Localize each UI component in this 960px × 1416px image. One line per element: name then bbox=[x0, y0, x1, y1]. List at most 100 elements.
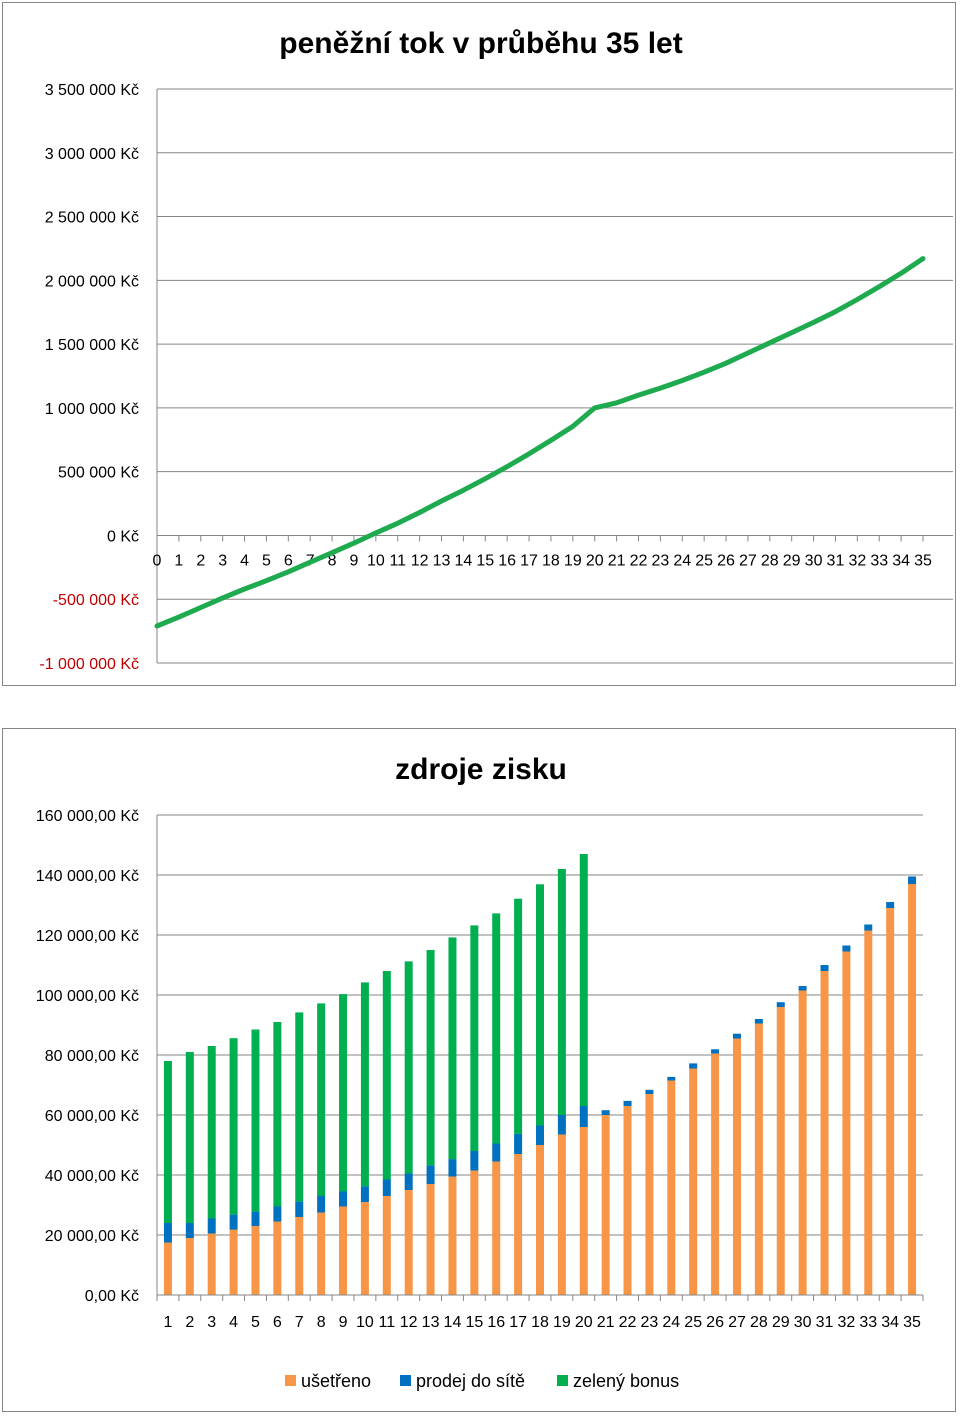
bar-segment bbox=[448, 1176, 457, 1295]
bar-segment bbox=[317, 1196, 326, 1213]
bar-segment bbox=[295, 1201, 304, 1217]
x-tick-label: 31 bbox=[816, 1314, 834, 1331]
x-tick-label: 24 bbox=[673, 552, 691, 569]
y-axis-ticks: 160 000,00 Kč 140 000,00 Kč 120 000,00 Kč 1… bbox=[36, 808, 139, 1305]
x-tick-label: 11 bbox=[389, 552, 406, 569]
x-tick-label: 24 bbox=[662, 1314, 680, 1331]
bar-segment bbox=[185, 1238, 194, 1295]
x-tick-label: 15 bbox=[465, 1314, 483, 1331]
x-tick-label: 18 bbox=[542, 552, 560, 569]
chart-title: peněžní tok v průběhu 35 let bbox=[279, 27, 682, 60]
line-series bbox=[154, 256, 926, 629]
x-tick-label: 32 bbox=[838, 1314, 856, 1331]
y-tick-label: 140 000,00 Kč bbox=[36, 868, 139, 885]
x-tick-label: 5 bbox=[262, 552, 271, 569]
bar-segment bbox=[820, 965, 829, 971]
x-tick-label: 14 bbox=[455, 552, 473, 569]
bar-segment bbox=[492, 1161, 501, 1295]
x-tick-label: 16 bbox=[487, 1314, 505, 1331]
bar-segment bbox=[601, 1110, 610, 1115]
bar-segment bbox=[382, 1179, 391, 1196]
bar-segment bbox=[404, 961, 413, 1174]
bar-segment bbox=[492, 913, 501, 1144]
x-tick-label: 34 bbox=[881, 1314, 899, 1331]
x-tick-label: 32 bbox=[848, 552, 866, 569]
bar-segment bbox=[273, 1022, 282, 1207]
legend-swatch bbox=[285, 1375, 296, 1386]
x-tick-label: 20 bbox=[575, 1314, 593, 1331]
y-axis-ticks: 3 500 000 Kč 3 000 000 Kč 2 500 000 Kč 2 00… bbox=[39, 82, 139, 673]
x-tick-label: 27 bbox=[728, 1314, 746, 1331]
x-tick-label: 14 bbox=[444, 1314, 462, 1331]
x-tick-label: 16 bbox=[498, 552, 516, 569]
bar-segment bbox=[317, 1212, 326, 1295]
bar-segment bbox=[908, 884, 917, 1295]
x-tick-label: 17 bbox=[520, 552, 538, 569]
x-tick-label: 1 bbox=[174, 552, 183, 569]
x-tick-label: 30 bbox=[794, 1314, 812, 1331]
y-tick-label: 3 000 000 Kč bbox=[45, 146, 139, 163]
y-tick-label: 120 000,00 Kč bbox=[36, 928, 139, 945]
x-tick-label: 18 bbox=[531, 1314, 549, 1331]
legend-label: prodej do sítě bbox=[416, 1371, 525, 1391]
y-tick-label: -1 000 000 Kč bbox=[39, 656, 139, 673]
legend-label: zelený bonus bbox=[573, 1371, 679, 1391]
bar-segment bbox=[536, 884, 544, 1126]
bar-segment bbox=[251, 1211, 260, 1226]
x-tick-label: 15 bbox=[476, 552, 494, 569]
x-tick-label: 26 bbox=[717, 552, 735, 569]
bar-segment bbox=[339, 994, 348, 1192]
bar-segment bbox=[207, 1046, 216, 1219]
x-tick-label: 33 bbox=[870, 552, 888, 569]
bar-segment bbox=[360, 982, 369, 1187]
x-tick-label: 17 bbox=[509, 1314, 527, 1331]
x-tick-label: 6 bbox=[273, 1314, 282, 1331]
x-tick-label: 31 bbox=[827, 552, 845, 569]
y-tick-label: 60 000,00 Kč bbox=[45, 1108, 139, 1125]
bar-segment bbox=[623, 1106, 632, 1295]
bar-segment bbox=[251, 1029, 260, 1212]
bar-segment bbox=[886, 908, 895, 1295]
legend-swatch bbox=[400, 1375, 411, 1386]
bar-segment bbox=[382, 1196, 391, 1295]
bar-segment bbox=[426, 1184, 435, 1295]
chart-title: zdroje zisku bbox=[395, 753, 567, 786]
x-tick-label: 3 bbox=[207, 1314, 216, 1331]
bar-segment bbox=[514, 1154, 523, 1295]
bar-segment bbox=[754, 1023, 763, 1295]
bar-segment bbox=[864, 930, 873, 1295]
bar-segment bbox=[163, 1061, 172, 1223]
bar-segment bbox=[732, 1033, 741, 1039]
bar-segment bbox=[842, 945, 851, 952]
bar-segment bbox=[229, 1038, 238, 1215]
bar-segment bbox=[711, 1053, 720, 1295]
bar-segment bbox=[404, 1190, 413, 1295]
bar-segment bbox=[229, 1229, 238, 1295]
bar-segment bbox=[820, 971, 829, 1295]
x-tick-label: 6 bbox=[284, 552, 293, 569]
x-tick-label: 34 bbox=[892, 552, 910, 569]
y-tick-label: 80 000,00 Kč bbox=[45, 1048, 139, 1065]
x-tick-label: 35 bbox=[903, 1314, 921, 1331]
x-tick-label: 5 bbox=[251, 1314, 260, 1331]
bar-segment bbox=[864, 924, 873, 931]
bar-segment bbox=[557, 1115, 566, 1135]
bar-segment bbox=[711, 1049, 720, 1054]
x-tick-label: 21 bbox=[597, 1314, 615, 1331]
bar-segment bbox=[798, 990, 807, 1295]
x-tick-label: 25 bbox=[684, 1314, 702, 1331]
bar-segment bbox=[470, 925, 479, 1151]
x-tick-label: 12 bbox=[411, 552, 429, 569]
y-tick-label: 40 000,00 Kč bbox=[45, 1168, 139, 1185]
profit-sources-chart-panel: zdroje zisku 160 000,00 Kč 140 000,00 Kč 1… bbox=[2, 728, 956, 1412]
bar-segment bbox=[514, 898, 523, 1134]
bar-segment bbox=[339, 1206, 348, 1295]
bar-segment bbox=[776, 1002, 785, 1007]
bar-segment bbox=[317, 1003, 326, 1196]
bar-segment bbox=[360, 1186, 369, 1202]
y-tick-label: 1 000 000 Kč bbox=[45, 401, 139, 418]
bar-segment bbox=[908, 876, 917, 884]
bar-segment bbox=[448, 937, 457, 1160]
y-tick-label: 0,00 Kč bbox=[85, 1288, 139, 1305]
